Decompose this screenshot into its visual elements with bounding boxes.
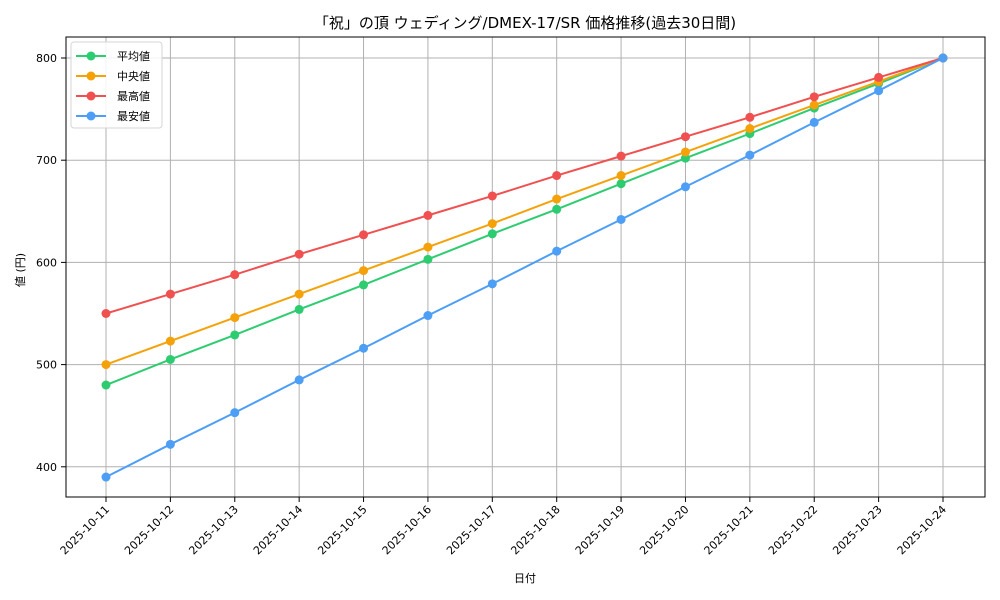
x-tick-label: 2025-10-21 bbox=[702, 503, 756, 557]
data-point bbox=[616, 171, 626, 181]
legend-label: 平均値 bbox=[117, 50, 150, 63]
x-tick-label: 2025-10-14 bbox=[251, 503, 305, 557]
y-tick-label: 600 bbox=[36, 256, 57, 269]
series-line bbox=[101, 53, 948, 318]
legend-marker-icon bbox=[86, 51, 96, 61]
data-point bbox=[230, 313, 240, 323]
data-point bbox=[423, 254, 433, 264]
x-tick-label: 2025-10-20 bbox=[637, 503, 691, 557]
chart-title: 「祝」の頂 ウェディング/DMEX-17/SR 価格推移(過去30日間) bbox=[314, 14, 736, 32]
x-tick-label: 2025-10-22 bbox=[766, 503, 820, 557]
data-point bbox=[230, 270, 240, 280]
x-tick-label: 2025-10-16 bbox=[380, 503, 434, 557]
data-point bbox=[616, 151, 626, 161]
legend-box bbox=[70, 41, 163, 129]
data-point bbox=[487, 279, 497, 289]
x-tick-label: 2025-10-18 bbox=[508, 503, 562, 557]
y-axis-label: 値 (円) bbox=[14, 253, 27, 287]
data-point bbox=[487, 219, 497, 229]
x-tick-label: 2025-10-19 bbox=[573, 503, 627, 557]
data-point bbox=[616, 214, 626, 224]
legend-marker-icon bbox=[86, 71, 96, 81]
data-point bbox=[165, 354, 175, 364]
y-axis-ticks: 400 500 600 700 800 bbox=[36, 52, 66, 474]
x-axis-label: 日付 bbox=[514, 572, 536, 585]
data-point bbox=[552, 204, 562, 214]
data-point bbox=[745, 124, 755, 134]
legend-label: 最安値 bbox=[117, 109, 150, 123]
x-tick-label: 2025-10-17 bbox=[444, 503, 498, 557]
data-point bbox=[359, 266, 369, 276]
data-point bbox=[745, 150, 755, 160]
data-point bbox=[101, 360, 111, 370]
data-point bbox=[294, 304, 304, 314]
legend-item: 最高値 bbox=[76, 89, 150, 103]
legend-marker-icon bbox=[86, 111, 96, 121]
data-point bbox=[294, 249, 304, 259]
data-point bbox=[101, 380, 111, 390]
data-point bbox=[938, 53, 948, 63]
data-point bbox=[423, 210, 433, 220]
legend-label: 最高値 bbox=[117, 89, 150, 103]
data-point bbox=[552, 246, 562, 256]
data-point bbox=[294, 289, 304, 299]
data-point bbox=[616, 179, 626, 189]
data-point bbox=[487, 229, 497, 239]
y-tick-label: 700 bbox=[36, 154, 57, 167]
y-tick-label: 800 bbox=[36, 52, 57, 65]
data-point bbox=[552, 171, 562, 181]
data-point bbox=[874, 72, 884, 82]
legend-item: 平均値 bbox=[76, 50, 150, 63]
x-axis-ticks: 2025-10-11 2025-10-12 2025-10-13 2025-10-14… bbox=[58, 497, 949, 557]
data-point bbox=[359, 230, 369, 240]
x-tick-label: 2025-10-24 bbox=[895, 503, 949, 557]
data-point bbox=[423, 242, 433, 252]
data-point bbox=[745, 112, 755, 122]
plot-area-frame bbox=[65, 36, 986, 498]
data-series bbox=[101, 53, 948, 482]
data-point bbox=[230, 330, 240, 340]
series-line bbox=[101, 53, 948, 482]
data-point bbox=[294, 375, 304, 385]
legend-label: 中央値 bbox=[117, 70, 150, 83]
x-tick-label: 2025-10-13 bbox=[186, 503, 240, 557]
data-point bbox=[874, 86, 884, 96]
data-point bbox=[165, 289, 175, 299]
legend-item: 最安値 bbox=[76, 109, 150, 123]
series-line bbox=[101, 53, 948, 370]
y-tick-label: 400 bbox=[36, 461, 57, 474]
x-tick-label: 2025-10-11 bbox=[58, 503, 112, 557]
legend-item: 中央値 bbox=[76, 70, 150, 83]
data-point bbox=[165, 336, 175, 346]
y-tick-label: 500 bbox=[36, 359, 57, 372]
data-point bbox=[809, 92, 819, 102]
data-point bbox=[230, 408, 240, 418]
data-point bbox=[552, 194, 562, 204]
data-point bbox=[680, 147, 690, 157]
data-point bbox=[165, 439, 175, 449]
data-point bbox=[101, 309, 111, 318]
series-line bbox=[101, 53, 948, 390]
x-tick-label: 2025-10-23 bbox=[830, 503, 884, 557]
data-point bbox=[680, 132, 690, 142]
data-point bbox=[359, 280, 369, 290]
data-point bbox=[809, 100, 819, 110]
data-point bbox=[359, 343, 369, 353]
data-point bbox=[680, 182, 690, 192]
x-tick-label: 2025-10-15 bbox=[315, 503, 369, 557]
data-point bbox=[487, 191, 497, 201]
data-point bbox=[101, 472, 111, 482]
x-tick-label: 2025-10-12 bbox=[122, 503, 176, 557]
data-point bbox=[809, 117, 819, 127]
legend-marker-icon bbox=[86, 91, 96, 101]
data-point bbox=[423, 311, 433, 321]
